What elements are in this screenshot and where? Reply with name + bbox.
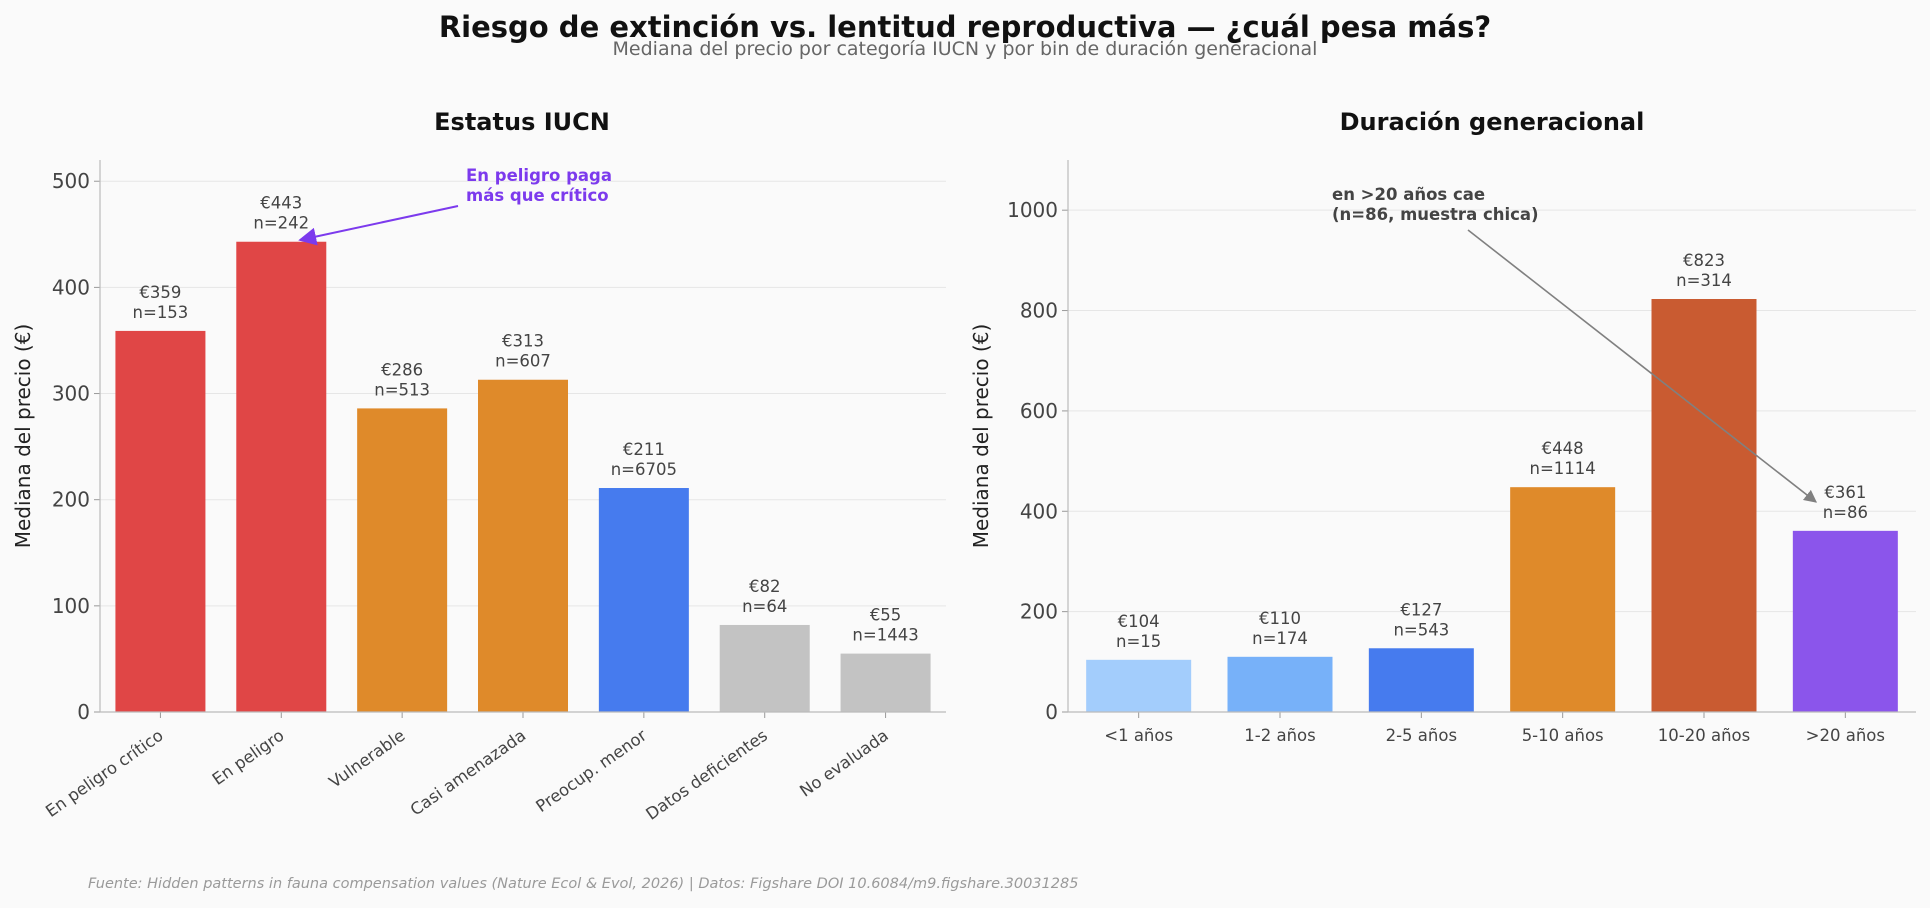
bar-value-label: €361 <box>1824 483 1866 502</box>
bar-value-label: €55 <box>870 606 902 625</box>
bar-n-label: n=153 <box>133 303 189 322</box>
x-tick-label: En peligro <box>209 726 288 789</box>
chart-panel-1: Estatus IUCN 0 100 200 300 400 500 Mediana del … <box>11 108 946 824</box>
bar-6 <box>1792 530 1898 712</box>
bar-n-label: n=64 <box>742 597 787 616</box>
x-tick-label: Datos deficientes <box>642 726 771 824</box>
bar-3 <box>357 408 448 712</box>
annotation-line: (n=86, muestra chica) <box>1332 205 1539 224</box>
x-tick-label: Preocup. menor <box>532 726 650 816</box>
y-tick-label: 100 <box>52 594 90 618</box>
y-axis-label: Mediana del precio (€) <box>969 324 993 549</box>
bar-n-label: n=1443 <box>852 626 918 645</box>
bar-value-label: €359 <box>139 283 181 302</box>
y-tick-label: 200 <box>52 488 90 512</box>
y-tick-label: 1000 <box>1007 198 1058 222</box>
x-tick-label: 10-20 años <box>1658 726 1750 745</box>
bar-n-label: n=6705 <box>611 460 677 479</box>
y-axis-label: Mediana del precio (€) <box>11 324 35 549</box>
bar-value-label: €448 <box>1542 439 1584 458</box>
bar-n-label: n=86 <box>1823 503 1868 522</box>
annotation-text: En peligro paga más que crítico <box>466 166 612 205</box>
x-tick-label: No evaluada <box>796 726 892 801</box>
figure-subtitle: Mediana del precio por categoría IUCN y … <box>612 38 1318 60</box>
panel-title: Estatus IUCN <box>434 108 610 136</box>
bar-6 <box>719 624 810 712</box>
bar-1 <box>115 330 206 712</box>
bar-value-label: €211 <box>623 440 665 459</box>
x-tick-label: >20 años <box>1806 726 1885 745</box>
bar-value-label: €823 <box>1683 251 1725 270</box>
bar-n-label: n=314 <box>1676 271 1732 290</box>
y-tick-label: 200 <box>1020 600 1058 624</box>
bar-1 <box>1086 659 1192 712</box>
bar-5 <box>598 488 689 712</box>
x-tick-label: Vulnerable <box>326 726 409 792</box>
bar-value-label: €313 <box>502 332 544 351</box>
annotation-arrow <box>1467 229 1818 503</box>
chart-panel-2: Duración generacional 0 200 400 600 800 1000 Me… <box>969 108 1916 745</box>
x-tick-label: <1 años <box>1104 726 1173 745</box>
annotation-arrow <box>298 205 459 246</box>
y-tick-label: 600 <box>1020 399 1058 423</box>
source-footer: Fuente: Hidden patterns in fauna compens… <box>88 876 1079 892</box>
annotation-line: En peligro paga <box>466 166 612 185</box>
bar-2 <box>1227 656 1333 712</box>
bar-n-label: n=15 <box>1116 632 1161 651</box>
bar-n-label: n=513 <box>374 380 430 399</box>
bar-n-label: n=1114 <box>1530 459 1596 478</box>
bar-value-label: €82 <box>749 577 781 596</box>
bar-4 <box>1510 487 1616 712</box>
bar-n-label: n=242 <box>253 214 309 233</box>
bar-value-label: €127 <box>1400 600 1442 619</box>
x-tick-label: Casi amenazada <box>407 726 530 820</box>
x-tick-label: 1-2 años <box>1244 726 1315 745</box>
annotation-line: en >20 años cae <box>1332 185 1485 204</box>
bar-n-label: n=607 <box>495 352 551 371</box>
y-tick-label: 400 <box>1020 499 1058 523</box>
y-tick-label: 0 <box>77 700 90 724</box>
bar-7 <box>840 653 931 712</box>
annotation-line: más que crítico <box>466 186 609 205</box>
y-tick-label: 0 <box>1045 700 1058 724</box>
x-tick-label: En peligro crítico <box>42 726 167 821</box>
y-tick-label: 400 <box>52 275 90 299</box>
y-tick-label: 800 <box>1020 299 1058 323</box>
bar-value-label: €104 <box>1118 612 1160 631</box>
bar-n-label: n=543 <box>1393 620 1449 639</box>
bar-4 <box>478 379 568 712</box>
x-tick-label: 5-10 años <box>1522 726 1604 745</box>
bar-value-label: €110 <box>1259 609 1301 628</box>
y-tick-label: 500 <box>52 169 90 193</box>
annotation-text: en >20 años cae (n=86, muestra chica) <box>1332 185 1539 224</box>
panel-title: Duración generacional <box>1340 108 1645 136</box>
bar-5 <box>1651 299 1757 712</box>
bar-value-label: €286 <box>381 360 423 379</box>
bar-n-label: n=174 <box>1252 629 1308 648</box>
bar-value-label: €443 <box>260 194 302 213</box>
bar-3 <box>1368 648 1474 712</box>
y-tick-label: 300 <box>52 382 90 406</box>
figure-title: Riesgo de extinción vs. lentitud reprodu… <box>438 10 1492 44</box>
x-tick-label: 2-5 años <box>1386 726 1457 745</box>
bar-2 <box>236 241 327 712</box>
